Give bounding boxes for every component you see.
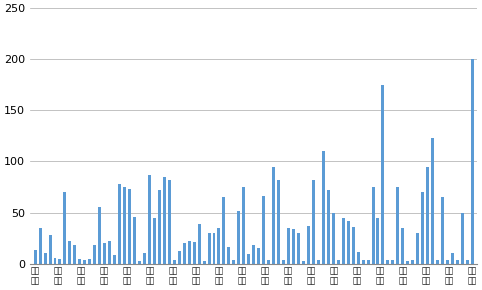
Bar	[366, 260, 370, 264]
Bar	[73, 245, 76, 264]
Bar	[183, 243, 186, 264]
Bar	[113, 255, 116, 264]
Bar	[446, 260, 449, 264]
Bar	[103, 243, 106, 264]
Bar	[54, 258, 56, 264]
Bar	[267, 260, 270, 264]
Bar	[237, 211, 241, 264]
Bar	[416, 233, 419, 264]
Bar	[337, 260, 340, 264]
Bar	[461, 213, 464, 264]
Bar	[362, 260, 364, 264]
Bar	[257, 248, 260, 264]
Bar	[163, 177, 166, 264]
Bar	[148, 175, 151, 264]
Bar	[391, 260, 394, 264]
Bar	[83, 260, 86, 264]
Bar	[202, 261, 205, 264]
Bar	[93, 245, 96, 264]
Bar	[187, 241, 191, 264]
Bar	[43, 253, 47, 264]
Bar	[153, 218, 156, 264]
Bar	[213, 233, 215, 264]
Bar	[381, 85, 385, 264]
Bar	[58, 259, 62, 264]
Bar	[68, 241, 71, 264]
Bar	[178, 251, 181, 264]
Bar	[138, 261, 141, 264]
Bar	[307, 226, 310, 264]
Bar	[302, 261, 305, 264]
Bar	[396, 187, 400, 264]
Bar	[252, 245, 255, 264]
Bar	[376, 218, 379, 264]
Bar	[79, 259, 81, 264]
Bar	[123, 187, 126, 264]
Bar	[64, 192, 67, 264]
Bar	[208, 233, 211, 264]
Bar	[282, 260, 285, 264]
Bar	[133, 217, 136, 264]
Bar	[173, 260, 176, 264]
Bar	[352, 227, 355, 264]
Bar	[143, 253, 146, 264]
Bar	[198, 224, 201, 264]
Bar	[426, 166, 429, 264]
Bar	[287, 228, 290, 264]
Bar	[98, 207, 101, 264]
Bar	[193, 242, 196, 264]
Bar	[436, 260, 439, 264]
Bar	[128, 189, 131, 264]
Bar	[34, 250, 37, 264]
Bar	[158, 190, 161, 264]
Bar	[431, 138, 434, 264]
Bar	[223, 197, 226, 264]
Bar	[456, 260, 459, 264]
Bar	[322, 151, 325, 264]
Bar	[262, 196, 265, 264]
Bar	[277, 180, 280, 264]
Bar	[217, 228, 220, 264]
Bar	[247, 254, 250, 264]
Bar	[297, 233, 300, 264]
Bar	[411, 260, 414, 264]
Bar	[317, 260, 320, 264]
Bar	[471, 59, 474, 264]
Bar	[242, 187, 245, 264]
Bar	[402, 228, 404, 264]
Bar	[372, 187, 375, 264]
Bar	[327, 190, 330, 264]
Bar	[108, 241, 111, 264]
Bar	[357, 252, 360, 264]
Bar	[332, 213, 335, 264]
Bar	[421, 192, 424, 264]
Bar	[88, 259, 91, 264]
Bar	[441, 197, 444, 264]
Bar	[168, 180, 171, 264]
Bar	[312, 180, 315, 264]
Bar	[292, 229, 295, 264]
Bar	[118, 184, 121, 264]
Bar	[228, 247, 230, 264]
Bar	[39, 228, 41, 264]
Bar	[232, 260, 235, 264]
Bar	[272, 166, 275, 264]
Bar	[347, 221, 349, 264]
Bar	[49, 235, 52, 264]
Bar	[342, 218, 345, 264]
Bar	[406, 261, 409, 264]
Bar	[451, 253, 454, 264]
Bar	[466, 260, 469, 264]
Bar	[387, 260, 389, 264]
